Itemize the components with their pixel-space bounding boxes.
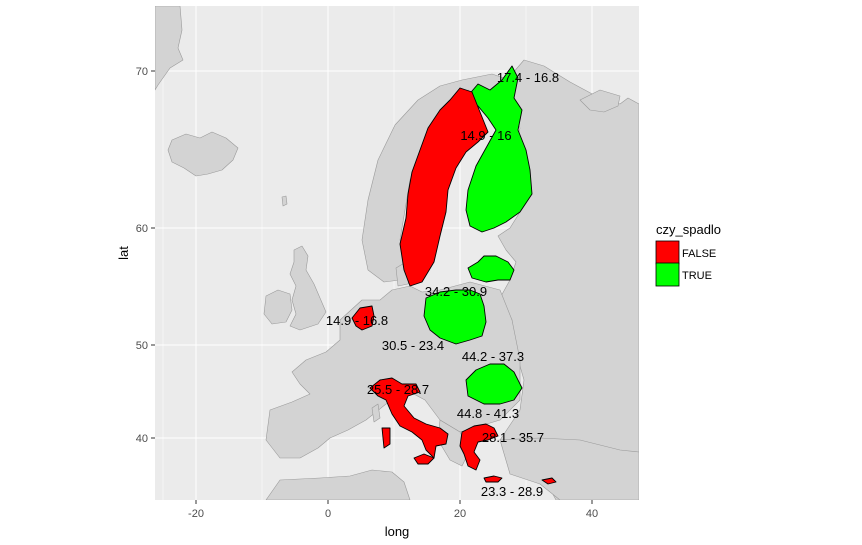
x-tick-label: 20 — [454, 508, 466, 520]
y-tick-label: 60 — [136, 223, 148, 235]
region-label: 30.5 - 23.4 — [382, 338, 444, 353]
region-sweden — [399, 87, 489, 287]
region-lithuania — [467, 255, 515, 283]
land-anatolia — [499, 437, 639, 500]
region-greece — [459, 423, 499, 471]
land-iceland — [167, 131, 239, 177]
land-faroe — [281, 195, 288, 207]
x-axis-title: long — [385, 524, 410, 539]
x-tick-labels: -20 0 20 40 — [188, 508, 598, 520]
land-kola — [579, 89, 621, 113]
region-label: 23.3 - 28.9 — [481, 484, 543, 499]
y-tick-label: 50 — [136, 340, 148, 352]
legend-label-false: FALSE — [682, 248, 716, 260]
x-tick-label: -20 — [188, 508, 204, 520]
x-tick-label: 40 — [586, 508, 598, 520]
highlighted-regions — [351, 65, 557, 485]
legend: czy_spadlo FALSE TRUE — [655, 222, 721, 287]
legend-title: czy_spadlo — [656, 222, 721, 237]
y-tick-label: 40 — [136, 433, 148, 445]
y-tick-labels: 40 50 60 70 — [136, 66, 148, 445]
land-corsica — [371, 403, 381, 423]
land-great-britain — [289, 245, 327, 331]
y-axis-title: lat — [116, 246, 131, 260]
region-label: 14.9 - 16.8 — [326, 313, 388, 328]
region-crete — [483, 475, 503, 483]
y-tick-label: 70 — [136, 66, 148, 78]
land-ireland — [263, 289, 293, 325]
region-netherlands — [351, 305, 375, 331]
region-cyprus — [541, 477, 557, 485]
region-label: 34.2 - 30.9 — [425, 284, 487, 299]
land-greenland — [155, 6, 184, 91]
region-labels: 17.4 - 16.8 14.9 - 16 34.2 - 30.9 14.9 -… — [326, 70, 559, 499]
region-label: 44.2 - 37.3 — [462, 349, 524, 364]
legend-key-false — [655, 240, 680, 265]
axis-ticks — [151, 70, 593, 504]
region-label: 25.5 - 28.7 — [367, 382, 429, 397]
region-label: 14.9 - 16 — [460, 128, 511, 143]
region-sicily — [413, 453, 435, 465]
region-finland — [465, 65, 533, 233]
legend-label-true: TRUE — [682, 270, 712, 282]
x-tick-label: 0 — [325, 508, 331, 520]
region-label: 17.4 - 16.8 — [497, 70, 559, 85]
region-poland — [423, 289, 487, 345]
legend-key-true — [655, 262, 680, 287]
region-label: 28.1 - 35.7 — [482, 430, 544, 445]
region-label: 44.8 - 41.3 — [457, 406, 519, 421]
region-italy — [369, 377, 449, 459]
basemap-land — [155, 6, 639, 500]
region-sardinia — [381, 427, 391, 449]
region-romania — [465, 363, 523, 405]
land-north-africa — [265, 469, 411, 500]
